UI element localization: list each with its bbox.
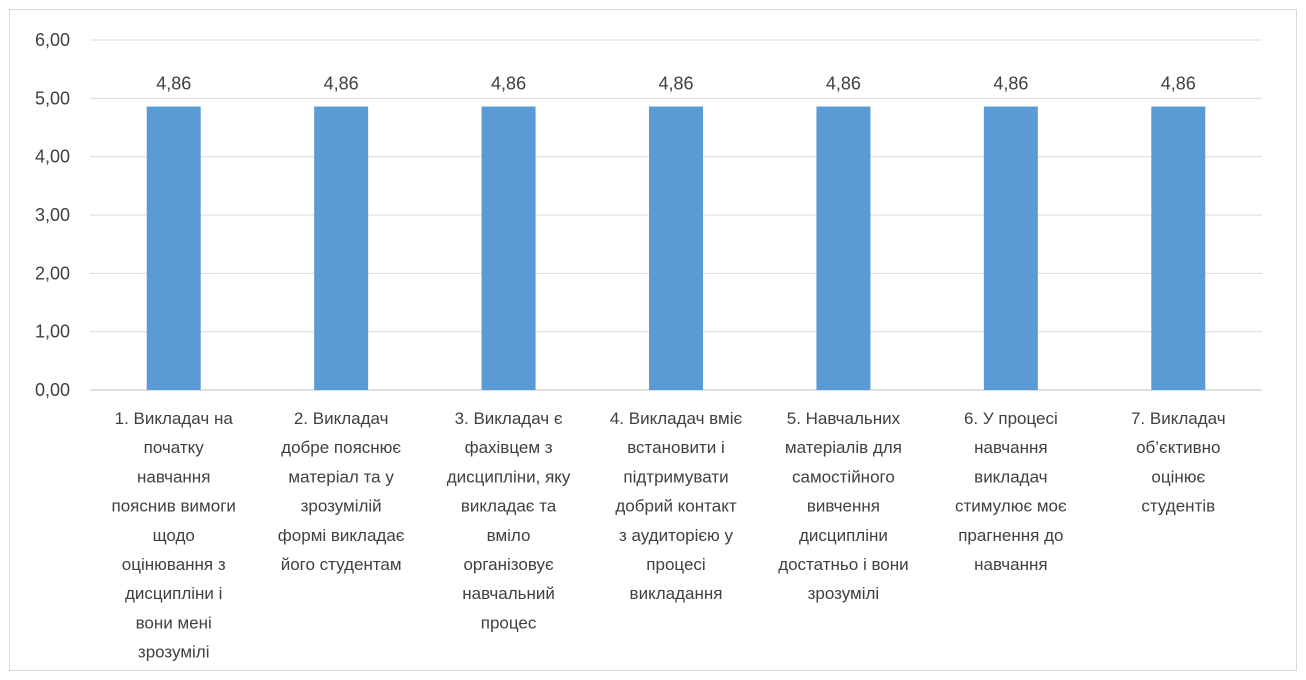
y-tick-label: 4,00 (35, 147, 70, 167)
category-label: 6. У процесі навчання викладач стимулює моє… (955, 409, 1067, 574)
data-label: 4,86 (826, 74, 861, 94)
category-label: 2. Викладач добре пояснює матеріал та у зро… (278, 409, 405, 574)
y-tick-label: 3,00 (35, 205, 70, 225)
bar (983, 106, 1038, 390)
y-tick-label: 0,00 (35, 380, 70, 400)
bar (146, 106, 201, 390)
category-label: 3. Викладач є фахівцем з дисципліни, яку ви… (447, 409, 571, 632)
data-label: 4,86 (156, 74, 191, 94)
category-label: 7. Викладач об’єктивно оцінює студентів (1131, 409, 1226, 516)
bar (1151, 106, 1206, 390)
category-label: 4. Викладач вміє встановити і підтримувати… (610, 409, 743, 603)
bar (314, 106, 369, 390)
y-axis-ticks: 0,00 1,00 2,00 3,00 4,00 5,00 6,00 (35, 30, 70, 400)
category-label: 1. Викладач на початку навчання пояснив вим… (112, 409, 236, 662)
bar (481, 106, 536, 390)
y-tick-label: 2,00 (35, 263, 70, 283)
bar (816, 106, 871, 390)
data-label: 4,86 (658, 74, 693, 94)
data-labels: 4,86 4,86 4,86 4,86 4,86 4,86 4,86 (156, 74, 1196, 94)
y-tick-label: 6,00 (35, 30, 70, 50)
y-tick-label: 1,00 (35, 322, 70, 342)
x-axis-categories: 1. Викладач на початку навчання пояснив вим… (112, 409, 1226, 662)
category-label: 5. Навчальних матеріалів для самостійного в… (778, 409, 908, 603)
data-label: 4,86 (993, 74, 1028, 94)
bar (649, 106, 703, 390)
y-tick-label: 5,00 (35, 88, 70, 108)
data-label: 4,86 (1161, 74, 1196, 94)
data-label: 4,86 (324, 74, 359, 94)
bars (146, 106, 1206, 390)
data-label: 4,86 (491, 74, 526, 94)
